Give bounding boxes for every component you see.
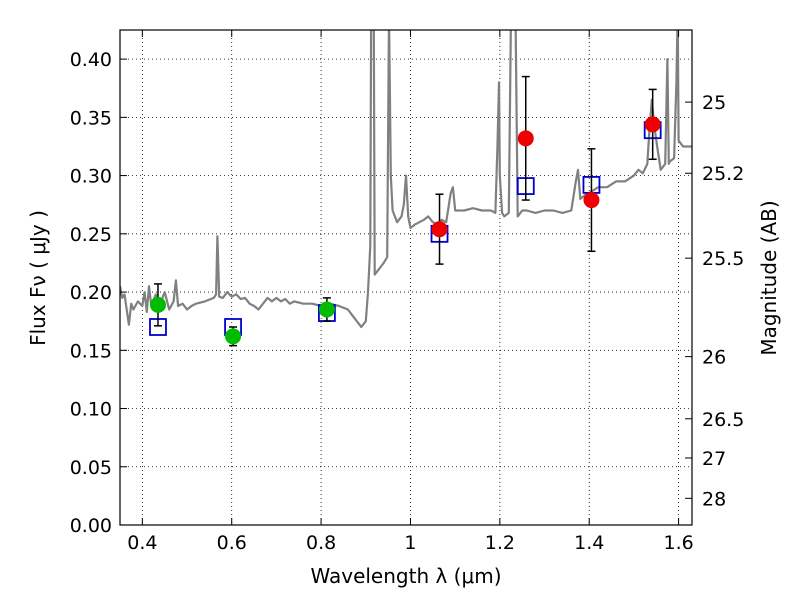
x-tick-label: 0.6	[217, 532, 247, 554]
y-tick-label: 0.00	[70, 515, 112, 537]
nir-observed-point	[517, 130, 534, 147]
y-tick-label: 0.15	[70, 340, 112, 362]
y-tick-label: 0.30	[70, 166, 112, 188]
magnitude-tick-label: 28	[702, 488, 726, 510]
y-tick-label: 0.40	[70, 49, 112, 71]
x-tick-label: 1.4	[574, 532, 604, 554]
x-tick-label: 0.8	[306, 532, 336, 554]
spectrum-line	[120, 30, 692, 329]
optical-observed-point	[318, 301, 335, 318]
magnitude-tick-label: 26	[702, 347, 726, 369]
marker-layer	[149, 75, 662, 347]
plot-frame	[119, 29, 693, 526]
x-tick-label: 1	[404, 532, 416, 554]
magnitude-tick-label: 25	[702, 92, 726, 114]
y-tick-label: 0.05	[70, 457, 112, 479]
magnitude-axis-title: Magnitude (AB)	[757, 200, 781, 355]
magnitude-tick-label: 25.5	[702, 248, 744, 270]
x-tick-label: 1.6	[663, 532, 693, 554]
magnitude-tick-label: 26.5	[702, 409, 744, 431]
y-tick-label: 0.35	[70, 107, 112, 129]
optical-observed-point	[149, 296, 166, 313]
plot-background	[120, 30, 692, 525]
y-tick-label: 0.10	[70, 399, 112, 421]
nir-observed-point	[431, 221, 448, 238]
x-axis-title: Wavelength λ (μm)	[310, 564, 501, 588]
nir-observed-point	[644, 116, 661, 133]
nir-observed-point	[583, 192, 600, 209]
x-tick-label: 1.2	[485, 532, 515, 554]
y-tick-labels: 0.00 0.05 0.10 0.15 0.20 0.25 0.30 0.35 0.40	[70, 49, 112, 537]
y-tick-label: 0.20	[70, 282, 112, 304]
x-tick-labels: 0.4 0.6 0.8 1 1.2 1.4 1.6	[127, 532, 693, 554]
magnitude-tick-label: 25.2	[702, 163, 744, 185]
magnitude-tick-label: 27	[702, 448, 726, 470]
y-tick-label: 0.25	[70, 224, 112, 246]
tick-marks	[120, 30, 692, 526]
spectrum-layer	[120, 30, 692, 329]
y-axis-title: Flux Fν ( μJy )	[26, 210, 50, 346]
x-tick-label: 0.4	[127, 532, 157, 554]
magnitude-tick-labels: 25 25.2 25.5 26 26.5 27 28	[702, 92, 744, 510]
optical-observed-point	[225, 328, 242, 345]
